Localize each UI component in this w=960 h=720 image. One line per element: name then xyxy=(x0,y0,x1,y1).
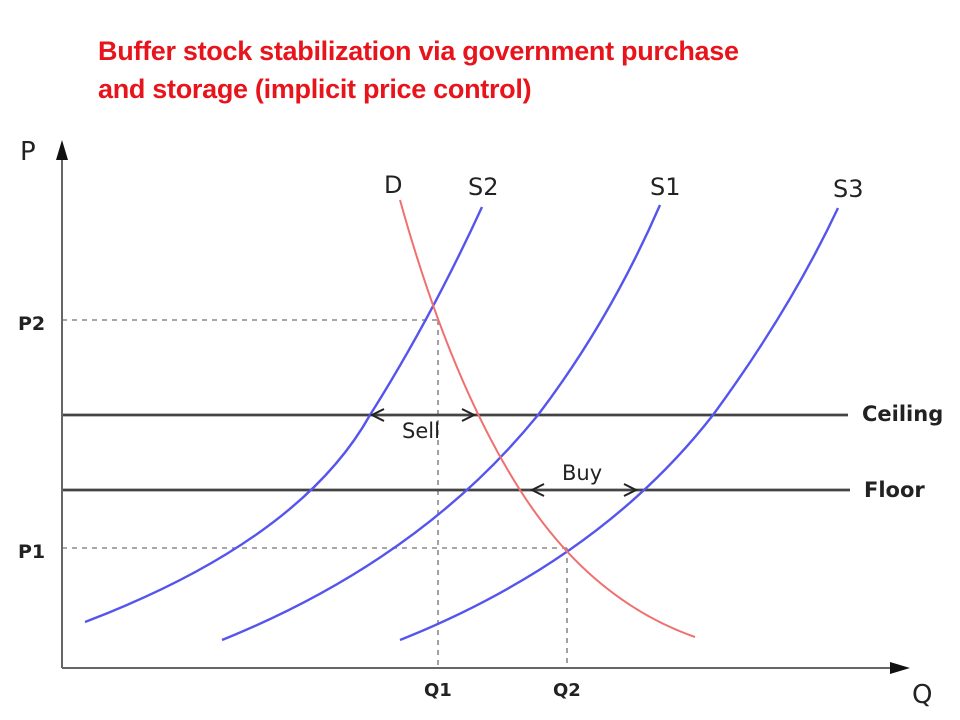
floor-label: Floor xyxy=(864,478,925,502)
x-axis-label: Q xyxy=(912,680,932,710)
supply-curve-s2 xyxy=(84,206,484,624)
supply-label-s3: S3 xyxy=(833,175,864,203)
y-axis-arrow-icon xyxy=(56,140,68,160)
supply-label-s2: S2 xyxy=(468,173,499,201)
supply-curve-s1 xyxy=(221,204,662,642)
title-line-1: Buffer stock stabilization via governmen… xyxy=(98,36,739,66)
demand-label: D xyxy=(384,171,402,199)
x-tick-q1: Q1 xyxy=(424,680,452,701)
supply-curve-s3 xyxy=(399,207,840,642)
x-tick-q2: Q2 xyxy=(553,680,581,701)
ceiling-label: Ceiling xyxy=(862,402,943,426)
x-axis-arrow-icon xyxy=(890,662,910,674)
supply-label-s1: S1 xyxy=(650,173,681,201)
title-line-2: and storage (implicit price control) xyxy=(98,74,532,104)
y-tick-p2: P2 xyxy=(18,313,45,335)
buy-label: Buy xyxy=(562,461,602,485)
sell-arrow xyxy=(369,408,477,422)
guide-lines xyxy=(62,319,568,668)
y-tick-p1: P1 xyxy=(18,541,45,563)
chart-title: Buffer stock stabilization via governmen… xyxy=(98,32,918,108)
buy-arrow xyxy=(529,483,639,497)
y-axis-label: P xyxy=(20,137,36,167)
sell-label: Sell xyxy=(402,419,440,443)
demand-curve xyxy=(399,199,696,638)
